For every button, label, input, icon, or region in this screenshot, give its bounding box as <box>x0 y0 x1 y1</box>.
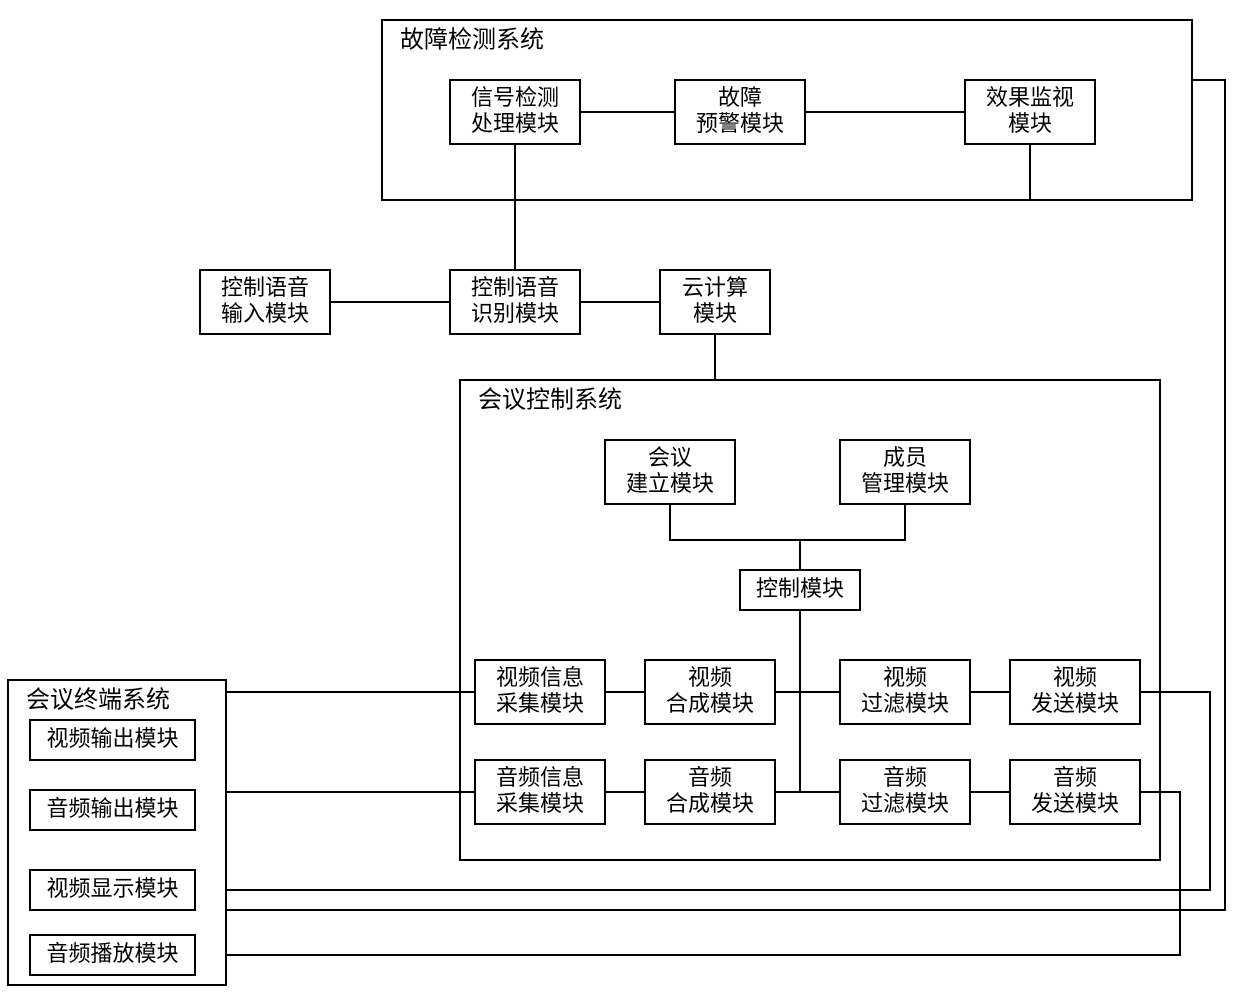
video_filter-label-0: 视频 <box>883 665 927 690</box>
fault_warn-label-1: 预警模块 <box>696 111 784 136</box>
audio_play-label: 音频播放模块 <box>46 941 178 966</box>
fault_system-title: 故障检测系统 <box>400 27 544 54</box>
audio_out-label: 音频输出模块 <box>46 796 178 821</box>
audio_collect-label-0: 音频信息 <box>496 765 584 790</box>
audio_compose-label-0: 音频 <box>688 765 732 790</box>
cloud-label-0: 云计算 <box>682 275 748 300</box>
video_compose-label-0: 视频 <box>688 665 732 690</box>
audio_filter-label-0: 音频 <box>883 765 927 790</box>
effect_monitor-label-0: 效果监视 <box>986 85 1074 110</box>
audio_collect-label-1: 采集模块 <box>496 791 584 816</box>
member_mgmt-label-0: 成员 <box>883 445 927 470</box>
edge-17 <box>1030 144 1192 200</box>
voice_recog-label-0: 控制语音 <box>471 275 559 300</box>
audio_send-label-1: 发送模块 <box>1031 791 1119 816</box>
terminal_system-title: 会议终端系统 <box>26 687 170 714</box>
ctrl_module-label: 控制模块 <box>756 576 844 601</box>
video_send-label-0: 视频 <box>1053 665 1097 690</box>
voice_recog-label-1: 识别模块 <box>471 301 559 326</box>
meeting_setup-label-1: 建立模块 <box>626 471 714 496</box>
cloud-label-1: 模块 <box>693 301 737 326</box>
audio_filter-label-1: 过滤模块 <box>861 791 949 816</box>
edge-6 <box>670 504 905 540</box>
video_display-label: 视频显示模块 <box>46 876 178 901</box>
audio_compose-label-1: 合成模块 <box>666 791 754 816</box>
video_collect-label-0: 视频信息 <box>496 665 584 690</box>
video_filter-label-1: 过滤模块 <box>861 691 949 716</box>
voice_input-label-0: 控制语音 <box>221 275 309 300</box>
video_collect-label-1: 采集模块 <box>496 691 584 716</box>
video_send-label-1: 发送模块 <box>1031 691 1119 716</box>
effect_monitor-label-1: 模块 <box>1008 111 1052 136</box>
voice_input-label-1: 输入模块 <box>221 301 309 326</box>
audio_send-label-0: 音频 <box>1053 765 1097 790</box>
meeting_setup-label-0: 会议 <box>648 445 692 470</box>
member_mgmt-label-1: 管理模块 <box>861 471 949 496</box>
signal_detect-label-0: 信号检测 <box>471 85 559 110</box>
fault_warn-label-0: 故障 <box>718 85 762 110</box>
control_system-title: 会议控制系统 <box>478 387 622 414</box>
signal_detect-label-1: 处理模块 <box>471 111 559 136</box>
video_out-label: 视频输出模块 <box>46 726 178 751</box>
system-block-diagram: 故障检测系统会议终端系统会议控制系统信号检测处理模块故障预警模块效果监视模块控制… <box>0 0 1240 995</box>
video_compose-label-1: 合成模块 <box>666 691 754 716</box>
